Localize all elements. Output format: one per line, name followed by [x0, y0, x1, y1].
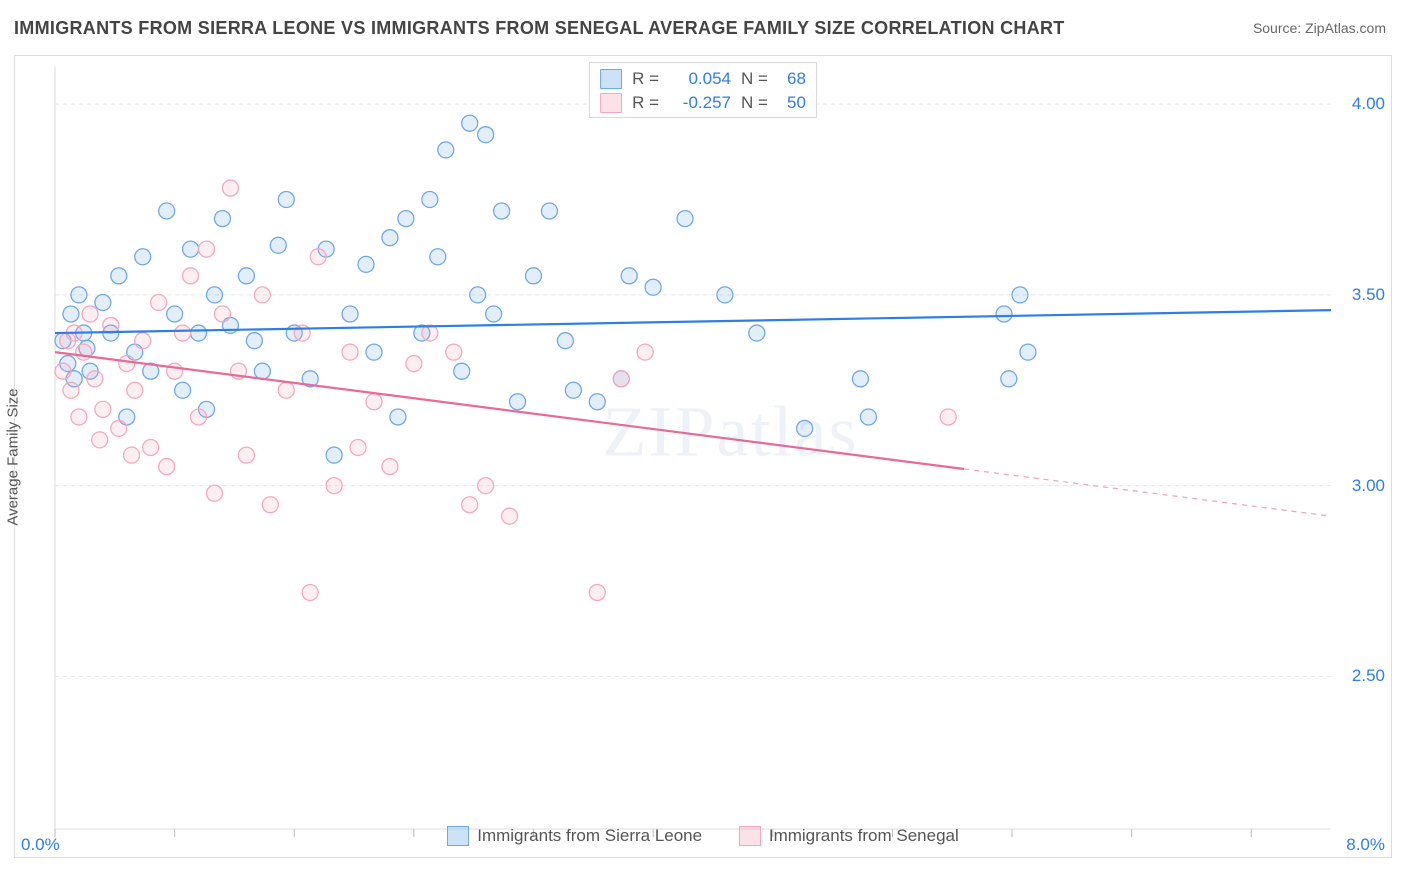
y-tick: 2.50	[1352, 666, 1385, 686]
stat-legend: R = 0.054 N = 68 R = -0.257 N = 50	[589, 62, 817, 118]
stat-legend-row: R = -0.257 N = 50	[600, 91, 806, 115]
legend-label: Immigrants from Senegal	[769, 826, 959, 846]
legend-swatch-sierra	[447, 826, 469, 846]
stat-N-label: N =	[741, 93, 768, 113]
stat-N-label: N =	[741, 69, 768, 89]
y-tick: 4.00	[1352, 94, 1385, 114]
legend-swatch-sierra	[600, 69, 622, 89]
stat-N-value: 50	[778, 93, 806, 113]
legend-swatch-senegal	[739, 826, 761, 846]
x-tick-max: 8.0%	[1346, 835, 1385, 855]
y-tick: 3.50	[1352, 285, 1385, 305]
bottom-legend-item: Immigrants from Sierra Leone	[447, 826, 702, 846]
stat-R-value: -0.257	[669, 93, 731, 113]
chart-area: Average Family Size R = 0.054 N = 68 R =…	[14, 55, 1392, 858]
y-tick: 3.00	[1352, 476, 1385, 496]
bottom-legend: Immigrants from Sierra Leone Immigrants …	[15, 826, 1391, 851]
plot-svg	[15, 56, 1391, 857]
bottom-legend-item: Immigrants from Senegal	[739, 826, 959, 846]
legend-label: Immigrants from Sierra Leone	[477, 826, 702, 846]
source-link[interactable]: ZipAtlas.com	[1305, 20, 1386, 36]
source-prefix: Source:	[1253, 20, 1305, 36]
stat-legend-row: R = 0.054 N = 68	[600, 67, 806, 91]
stat-R-value: 0.054	[669, 69, 731, 89]
legend-swatch-senegal	[600, 93, 622, 113]
source-label: Source: ZipAtlas.com	[1253, 20, 1386, 36]
stat-R-label: R =	[632, 69, 659, 89]
x-tick-min: 0.0%	[21, 835, 60, 855]
stat-R-label: R =	[632, 93, 659, 113]
chart-title: IMMIGRANTS FROM SIERRA LEONE VS IMMIGRAN…	[14, 18, 1065, 39]
stat-N-value: 68	[778, 69, 806, 89]
